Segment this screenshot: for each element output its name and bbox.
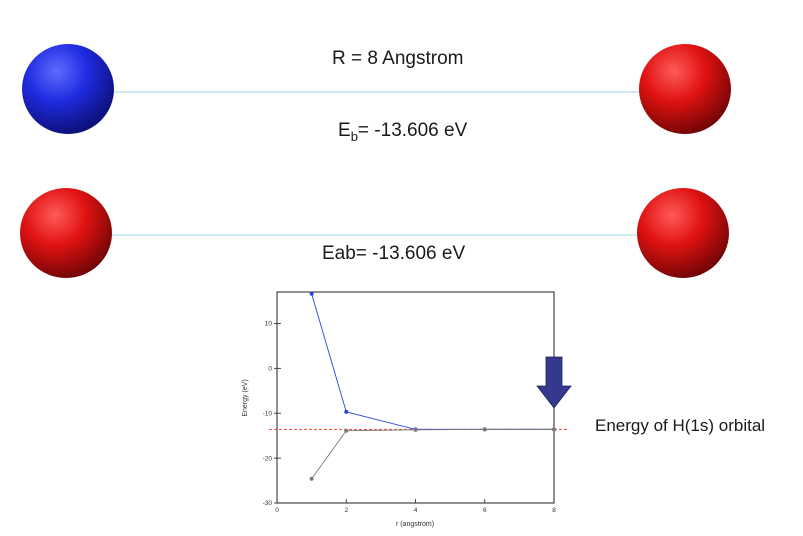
binding-energy-symbol: E — [338, 120, 351, 141]
h1s-orbital-annotation: Energy of H(1s) orbital — [595, 416, 766, 435]
bonding-data-point — [413, 427, 418, 432]
y-axis-label: Energy (eV) — [242, 379, 249, 416]
binding-energy-subscript: b — [350, 128, 358, 144]
eab-energy-label: Eab= -13.606 eV — [322, 243, 466, 264]
down-arrow-icon — [536, 356, 572, 409]
plot-frame — [276, 291, 555, 504]
y-tick-label: 0 — [268, 366, 272, 373]
x-tick-label: 4 — [414, 507, 418, 514]
bonding-data-point — [344, 428, 349, 433]
x-tick-label: 0 — [275, 507, 279, 514]
energy-chart-svg: 0 2 4 6 8 -30 -20 -10 0 10 r (angstrom) Energy (e… — [242, 291, 572, 528]
x-axis-label: r (angstrom) — [396, 521, 434, 528]
top-right-red-atom — [639, 44, 731, 134]
binding-energy-label: Eb= -13.606 eV — [338, 120, 467, 144]
y-tick-label: -30 — [263, 500, 273, 507]
antibonding-data-point — [309, 291, 314, 296]
bottom-right-red-atom — [637, 188, 729, 278]
energy-chart: 0 2 4 6 8 -30 -20 -10 0 10 r (angstrom) Energy (e… — [230, 283, 580, 531]
bonding-data-point — [309, 476, 314, 481]
y-tick-label: 10 — [265, 321, 273, 328]
y-tick-label: -20 — [263, 455, 273, 462]
x-tick-label: 6 — [483, 507, 487, 514]
top-left-blue-atom — [22, 44, 114, 134]
bonding-data-point — [482, 427, 487, 432]
bottom-left-red-atom — [20, 188, 112, 278]
binding-energy-value: = -13.606 eV — [357, 120, 468, 141]
y-tick-label: -10 — [263, 410, 273, 417]
bonding-data-point — [552, 427, 556, 432]
x-tick-label: 2 — [344, 507, 348, 514]
antibonding-data-point — [344, 409, 349, 414]
x-tick-label: 8 — [552, 507, 556, 514]
separation-label: R = 8 Angstrom — [332, 48, 464, 69]
